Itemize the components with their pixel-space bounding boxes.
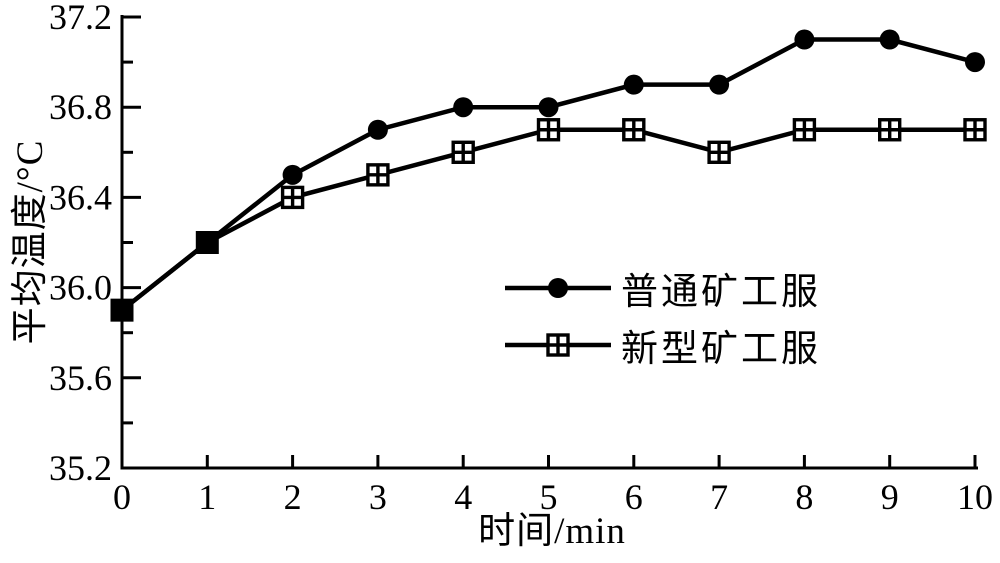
legend-item-0: 普通矿工服 xyxy=(505,266,821,313)
y-tick-label: 36.8 xyxy=(49,87,112,127)
y-axis-label: 平均温度/°C xyxy=(10,139,51,345)
series-1-marker xyxy=(878,118,902,142)
series-0-marker xyxy=(623,74,644,95)
y-tick-label: 36.4 xyxy=(49,177,112,217)
x-tick-label: 2 xyxy=(284,477,302,517)
legend-label: 普通矿工服 xyxy=(621,272,821,313)
series-0-marker xyxy=(709,74,730,95)
legend-label: 新型矿工服 xyxy=(621,329,821,370)
series-0-marker xyxy=(965,52,985,73)
x-tick-label: 10 xyxy=(957,477,993,517)
series-0-marker xyxy=(453,97,474,118)
series-0-marker xyxy=(367,119,388,140)
x-tick-label: 0 xyxy=(113,477,131,517)
series-1-marker xyxy=(280,185,305,210)
series-0-marker xyxy=(794,29,815,50)
axis-spines xyxy=(120,15,978,470)
series-1-marker xyxy=(366,163,390,187)
x-tick-label: 8 xyxy=(795,477,813,517)
y-tick-label: 35.2 xyxy=(49,448,112,488)
x-tick-label: 4 xyxy=(454,477,472,517)
series-1-marker xyxy=(707,140,731,165)
series-1-marker xyxy=(536,118,561,142)
series-0-marker xyxy=(879,29,900,50)
series-1-marker xyxy=(622,118,646,142)
x-tick-label: 9 xyxy=(881,477,899,517)
legend: 普通矿工服新型矿工服 xyxy=(505,266,821,370)
y-tick-label: 37.2 xyxy=(49,0,112,37)
legend-sample-0 xyxy=(505,278,611,298)
x-tick-label: 7 xyxy=(710,477,728,517)
series-0-marker xyxy=(538,97,559,118)
legend-item-1: 新型矿工服 xyxy=(505,323,821,370)
x-tick-label: 3 xyxy=(369,477,387,517)
series-1-marker xyxy=(963,118,987,142)
y-tick-label: 35.6 xyxy=(49,358,112,398)
legend-sample-1 xyxy=(505,333,611,357)
overlap-marker xyxy=(195,231,219,254)
series-1-marker xyxy=(451,140,475,165)
series-1-marker xyxy=(792,118,817,142)
x-axis-label: 时间/min xyxy=(478,511,626,552)
legend-marker-0 xyxy=(548,278,568,298)
x-tick-label: 6 xyxy=(625,477,643,517)
overlap-marker xyxy=(110,298,134,322)
x-tick-label: 1 xyxy=(198,477,216,517)
series-0-marker xyxy=(282,164,303,185)
y-tick-label: 36.0 xyxy=(49,268,112,308)
legend-marker-1 xyxy=(546,333,570,357)
x-tick-label: 5 xyxy=(540,477,558,517)
